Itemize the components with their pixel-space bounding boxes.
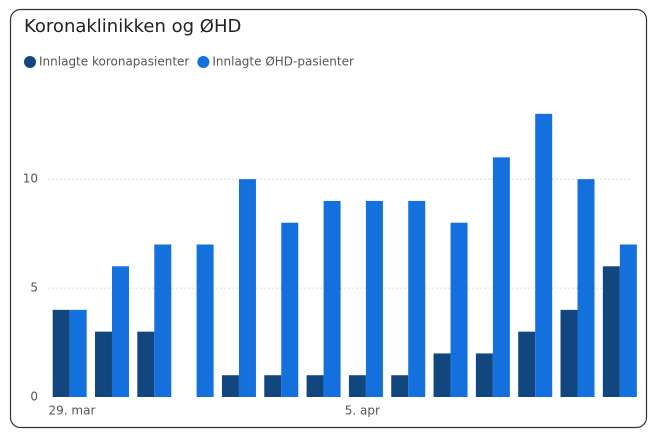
bar	[306, 375, 324, 397]
bar	[602, 266, 620, 397]
bar	[408, 200, 426, 397]
bar	[196, 244, 214, 397]
bar	[518, 331, 536, 397]
bar	[238, 179, 256, 397]
bar	[264, 375, 282, 397]
bar	[450, 222, 468, 397]
bar	[111, 266, 129, 397]
legend-swatch	[24, 56, 36, 68]
bar	[323, 200, 341, 397]
legend-label: Innlagte ØHD-pasienter	[212, 55, 354, 69]
legend-label: Innlagte koronapasienter	[39, 55, 189, 69]
bar	[433, 353, 451, 397]
bar	[154, 244, 172, 397]
bar	[348, 375, 366, 397]
bar	[577, 179, 595, 397]
bar	[137, 331, 155, 397]
x-tick-label: 5. apr	[345, 404, 380, 418]
bar	[221, 375, 239, 397]
y-tick-label: 5	[30, 281, 38, 295]
x-tick-label: 29. mar	[49, 404, 96, 418]
bar	[391, 375, 409, 397]
bar	[365, 200, 383, 397]
bar	[69, 309, 87, 397]
bar	[281, 222, 299, 397]
bar	[560, 309, 578, 397]
legend-swatch	[197, 56, 210, 68]
bar	[475, 353, 493, 397]
y-tick-label: 0	[30, 390, 38, 404]
bar	[52, 309, 70, 397]
bar	[535, 113, 553, 398]
bar	[94, 331, 112, 397]
y-tick-label: 10	[23, 172, 38, 186]
bar	[492, 157, 510, 397]
chart-title: Koronaklinikken og ØHD	[24, 16, 241, 37]
bar	[619, 244, 637, 397]
